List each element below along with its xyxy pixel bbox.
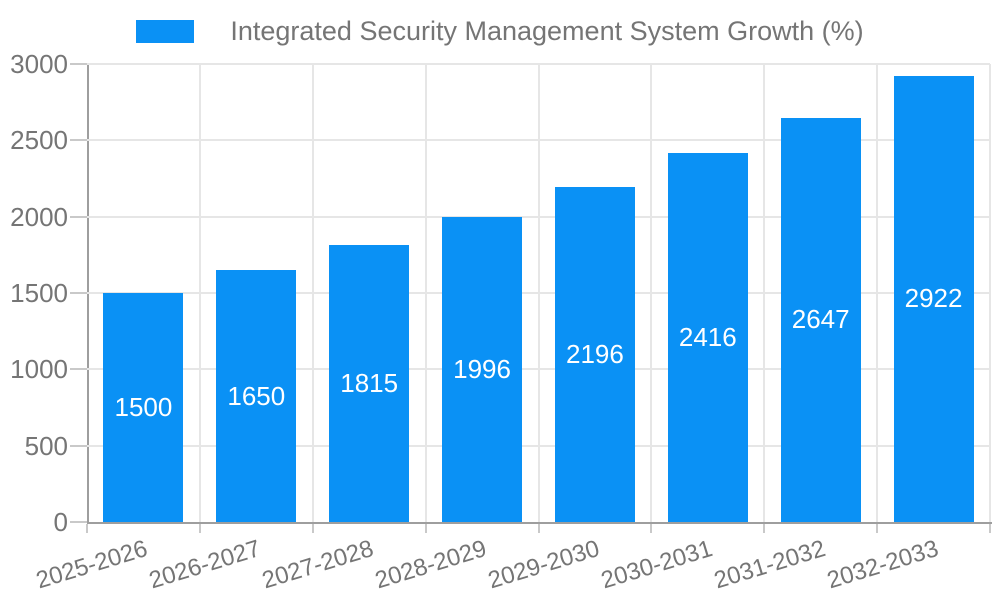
gridline-vertical xyxy=(650,64,653,522)
y-tick-mark xyxy=(70,215,87,218)
bar-value-label: 1500 xyxy=(114,392,173,422)
x-tick-mark xyxy=(650,524,653,533)
x-tick-mark xyxy=(537,524,540,533)
y-tick-label: 1000 xyxy=(10,354,68,385)
x-tick-mark xyxy=(198,524,201,533)
bar-value-label: 1996 xyxy=(453,354,511,385)
bar-value-label: 2196 xyxy=(566,338,624,369)
y-tick-label: 0 xyxy=(53,507,68,537)
x-tick-mark xyxy=(763,524,766,533)
y-tick-label: 2000 xyxy=(10,201,68,232)
bar-value-label: 2647 xyxy=(791,304,850,335)
y-tick-mark xyxy=(70,521,87,523)
x-tick-mark xyxy=(311,524,314,533)
x-tick-mark xyxy=(876,524,879,533)
gridline-vertical xyxy=(424,64,427,522)
bar-value-label: 2922 xyxy=(904,283,963,314)
gridline-vertical xyxy=(198,64,201,522)
y-tick-mark xyxy=(70,368,87,371)
bar[interactable]: 1996 xyxy=(442,217,523,522)
y-tick-label: 1500 xyxy=(10,278,68,308)
x-tick-mark xyxy=(86,524,88,533)
x-tick-mark xyxy=(989,524,991,533)
y-tick-label: 500 xyxy=(24,430,68,461)
bar[interactable]: 2416 xyxy=(667,153,748,522)
bar[interactable]: 2922 xyxy=(893,75,974,522)
legend-swatch-icon xyxy=(136,19,195,43)
bar-value-label: 1650 xyxy=(227,380,286,411)
bar[interactable]: 1815 xyxy=(329,244,410,522)
gridline-vertical xyxy=(876,64,879,522)
plot-area xyxy=(87,64,992,524)
gridline-vertical xyxy=(763,64,766,522)
gridline-vertical xyxy=(311,64,314,522)
x-tick-mark xyxy=(424,524,427,533)
gridline-vertical xyxy=(989,64,991,522)
bar-value-label: 2416 xyxy=(678,322,737,353)
legend[interactable]: Integrated Security Management System Gr… xyxy=(0,12,1000,50)
bar[interactable]: 2196 xyxy=(554,186,635,522)
bar[interactable]: 1500 xyxy=(103,293,184,522)
bar-value-label: 1815 xyxy=(340,367,399,398)
y-tick-label: 2500 xyxy=(10,125,68,156)
y-tick-mark xyxy=(70,444,87,447)
legend-label: Integrated Security Management System Gr… xyxy=(230,15,864,46)
y-tick-mark xyxy=(70,292,87,294)
y-tick-label: 3000 xyxy=(10,49,68,79)
y-tick-mark xyxy=(70,139,87,142)
bar[interactable]: 2647 xyxy=(780,117,861,522)
gridline-vertical xyxy=(537,64,540,522)
y-tick-mark xyxy=(70,63,87,65)
bar[interactable]: 1650 xyxy=(216,270,297,522)
